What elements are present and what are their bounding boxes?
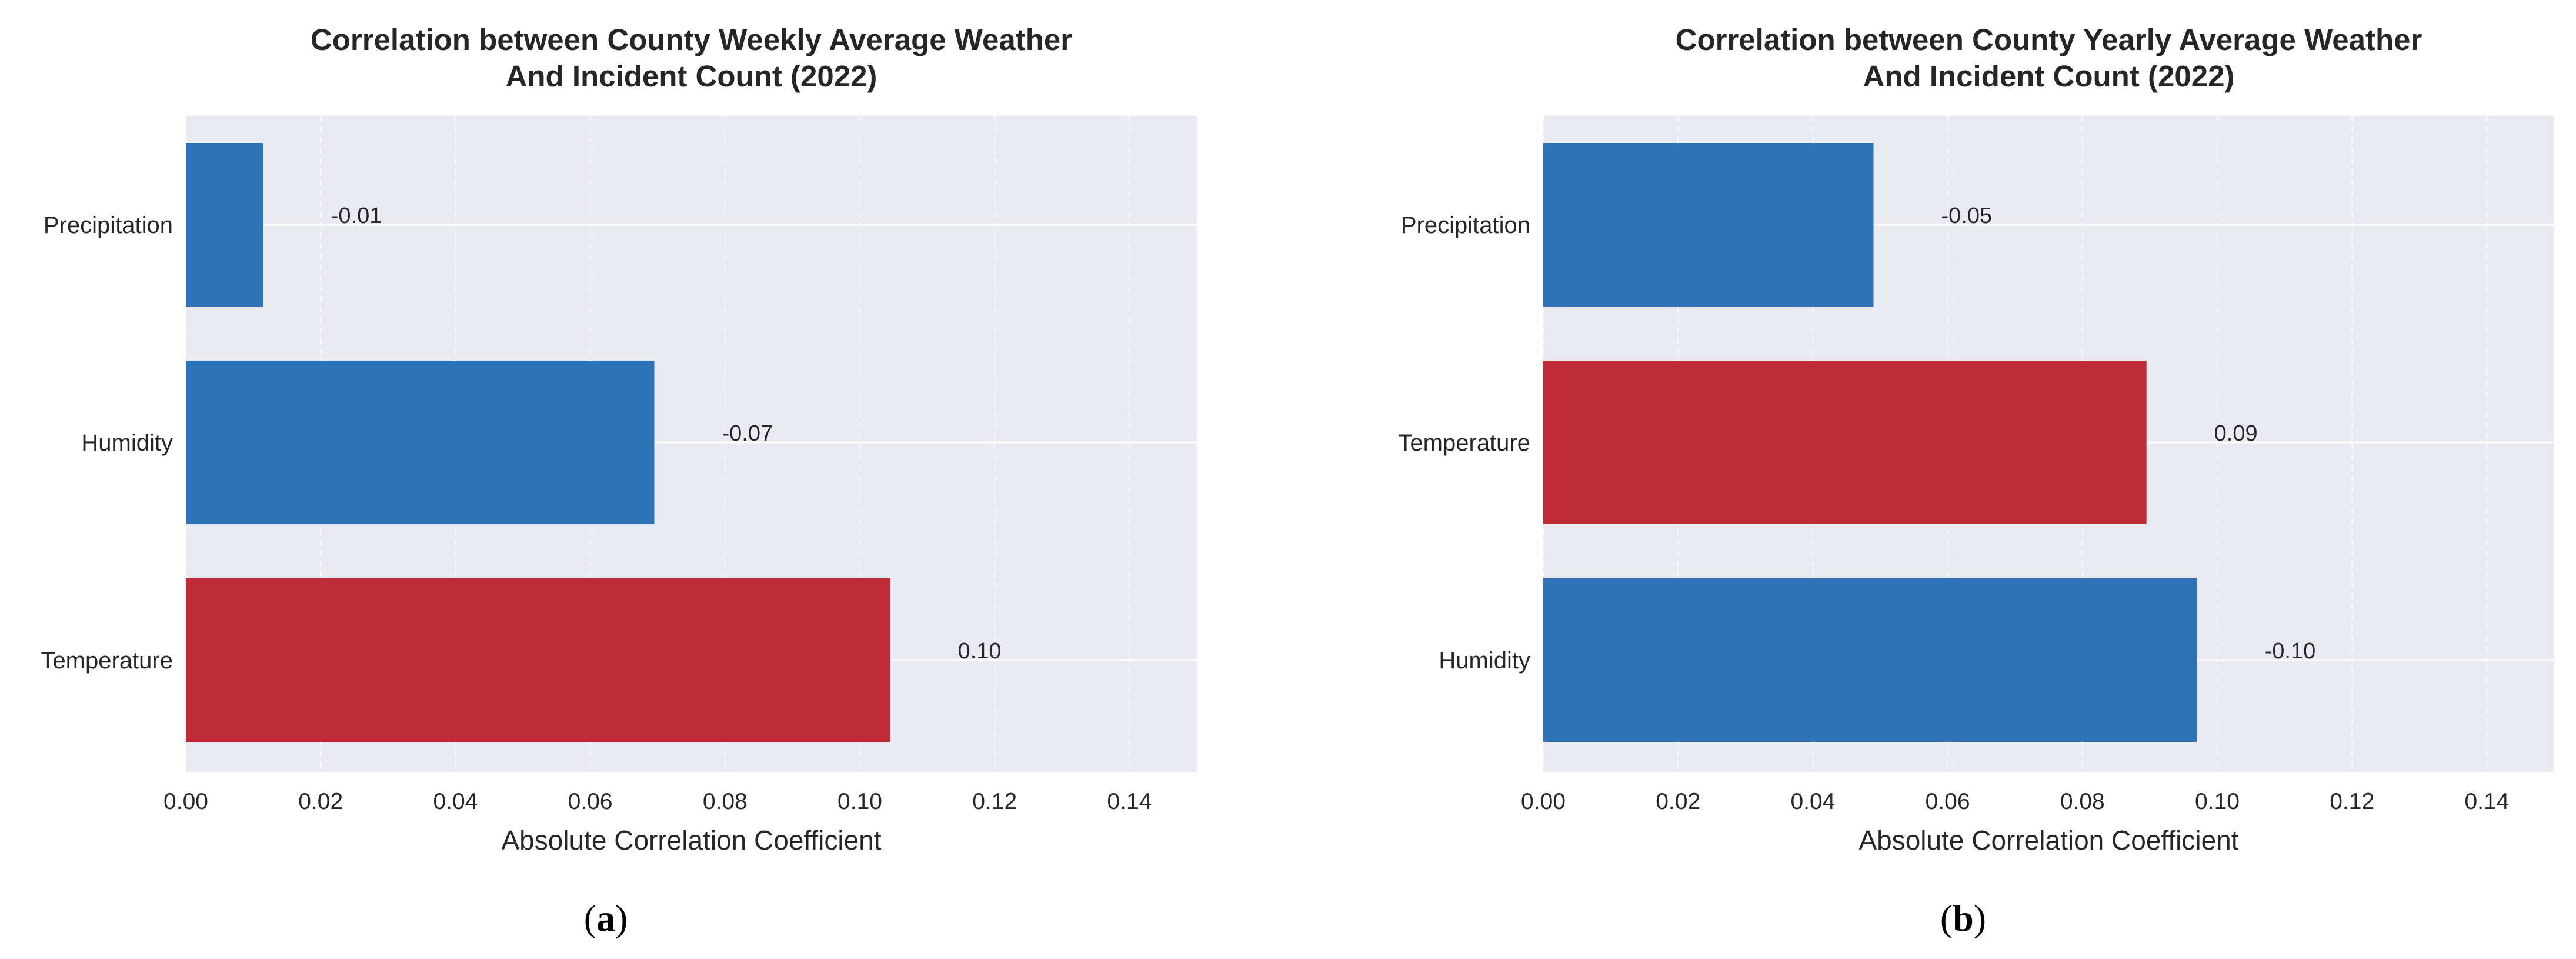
y-tick-label: Precipitation xyxy=(44,212,173,238)
x-axis-label: Absolute Correlation Coefficient xyxy=(1858,825,2238,855)
x-tick-label: 0.12 xyxy=(2330,789,2374,814)
x-tick-label: 0.08 xyxy=(703,789,748,814)
data-label: -0.05 xyxy=(1941,204,1993,228)
y-tick-label: Humidity xyxy=(81,430,173,456)
bar-temperature xyxy=(186,578,890,742)
y-tick-label: Humidity xyxy=(1439,648,1530,674)
bar-humidity xyxy=(1543,578,2197,742)
x-tick-label: 0.04 xyxy=(433,789,478,814)
x-tick-label: 0.10 xyxy=(837,789,882,814)
bar-precipitation xyxy=(1543,143,1874,307)
x-tick-label: 0.00 xyxy=(1521,789,1566,814)
x-tick-label: 0.08 xyxy=(2060,789,2105,814)
x-tick-label: 0.06 xyxy=(1926,789,1970,814)
panel-caption: (b) xyxy=(1940,897,1986,939)
x-tick-label: 0.14 xyxy=(2464,789,2509,814)
x-tick-label: 0.10 xyxy=(2195,789,2240,814)
x-tick-label: 0.14 xyxy=(1107,789,1152,814)
x-axis-label: Absolute Correlation Coefficient xyxy=(501,825,881,855)
chart-title: Correlation between County Yearly Averag… xyxy=(1676,23,2422,93)
x-tick-label: 0.02 xyxy=(298,789,343,814)
bar-humidity xyxy=(186,361,655,524)
data-label: -0.07 xyxy=(722,421,773,446)
data-label: -0.01 xyxy=(331,204,382,228)
x-tick-label: 0.00 xyxy=(163,789,208,814)
chart-panel-b: 0.00 0.02 0.04 0.06 0.08 0.10 0.12 0.14 Precipit… xyxy=(1398,23,2554,939)
data-label: 0.09 xyxy=(2214,421,2258,446)
y-tick-label: Precipitation xyxy=(1401,212,1530,238)
panel-caption: (a) xyxy=(584,897,628,939)
chart-title: Correlation between County Weekly Averag… xyxy=(311,23,1072,93)
bar-precipitation xyxy=(186,143,263,307)
chart-panel-a: 0.00 0.02 0.04 0.06 0.08 0.10 0.12 0.14 Precipit… xyxy=(41,23,1197,939)
x-tick-label: 0.04 xyxy=(1790,789,1835,814)
bar-temperature xyxy=(1543,361,2147,524)
y-tick-label: Temperature xyxy=(41,648,173,674)
x-tick-label: 0.12 xyxy=(972,789,1017,814)
data-label: -0.10 xyxy=(2265,639,2316,664)
data-label: 0.10 xyxy=(958,639,1002,664)
x-tick-label: 0.06 xyxy=(568,789,613,814)
x-tick-label: 0.02 xyxy=(1656,789,1700,814)
y-tick-label: Temperature xyxy=(1398,430,1530,456)
